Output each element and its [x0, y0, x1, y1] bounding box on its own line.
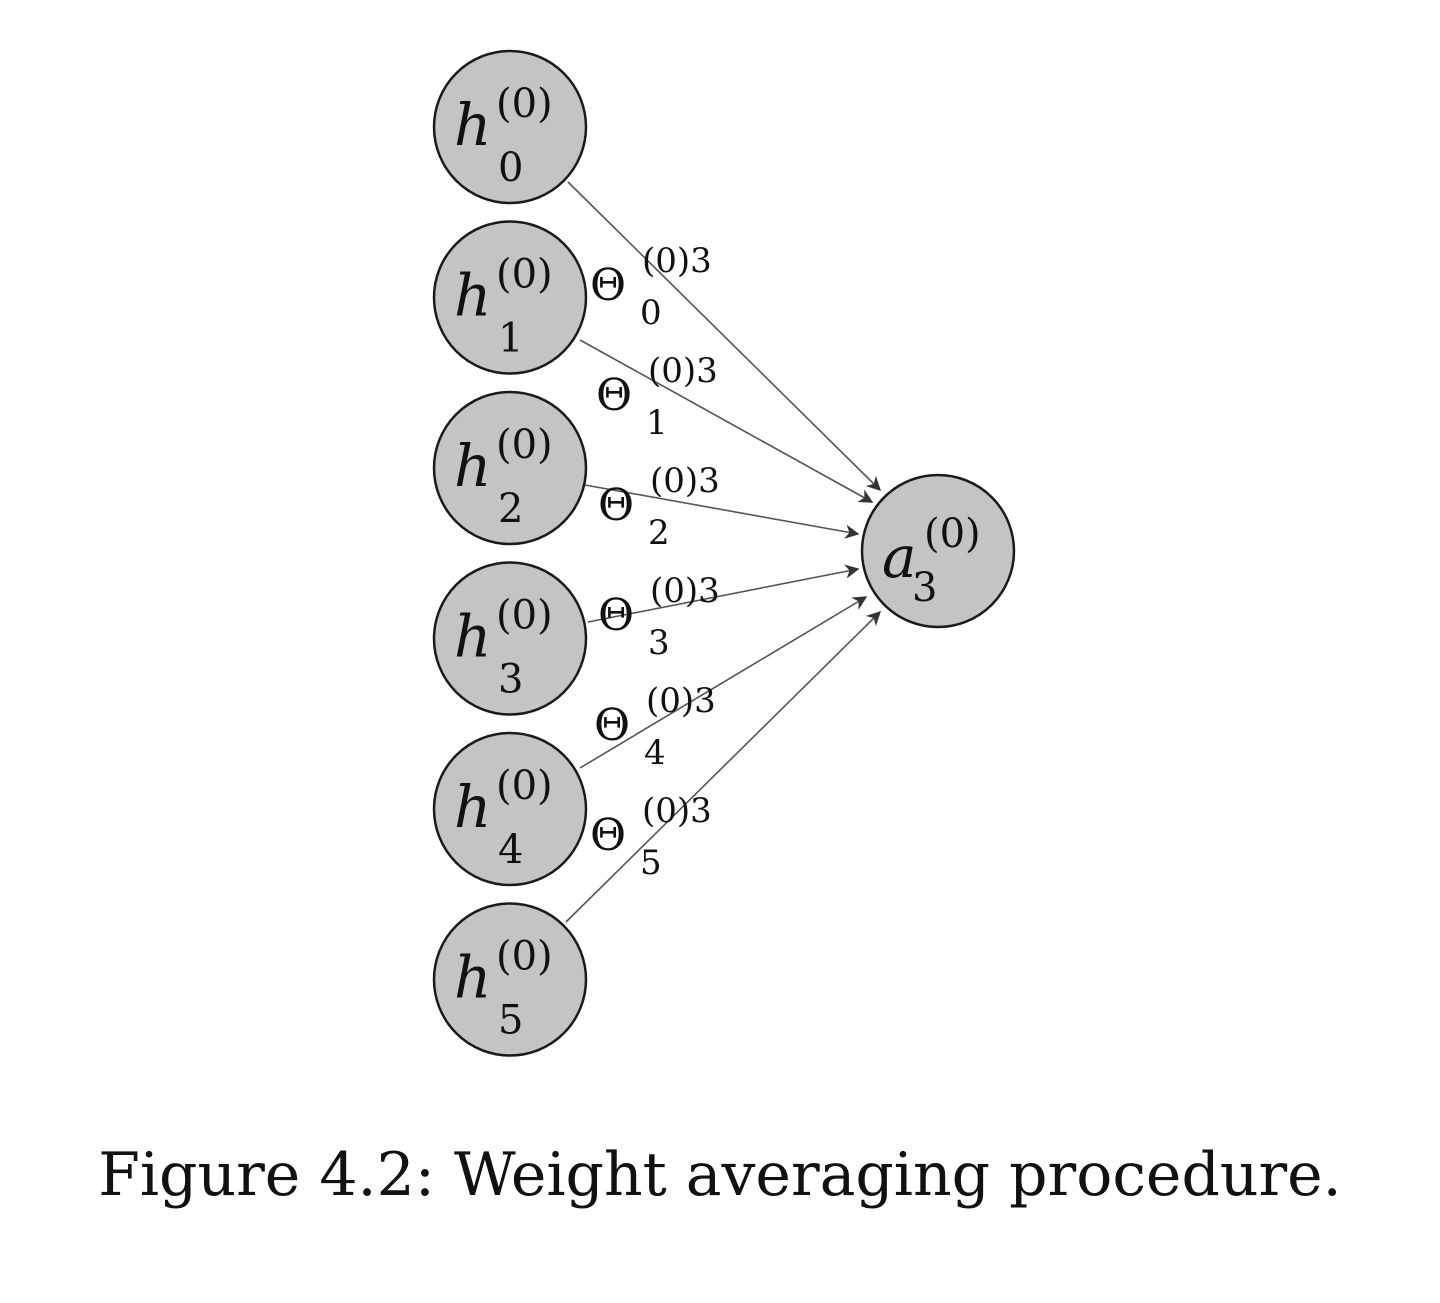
- output-node-subscript: 3: [912, 565, 937, 611]
- edge-2: [584, 484, 860, 539]
- nodes-layer: h (0)0h (0)1h (0)2h (0)3h (0)4h (0)5a (0)3: [432, 49, 1016, 1057]
- input-node-0-label-superscript: (0): [496, 81, 553, 127]
- input-node-2-label-symbol: h: [454, 432, 491, 500]
- input-node-0-subscript: 0: [498, 145, 523, 191]
- input-node-3-label: h (0): [454, 593, 553, 671]
- input-node-2-label-superscript: (0): [496, 422, 553, 468]
- input-node-5-label-symbol: h: [454, 944, 491, 1012]
- input-node-3-subscript: 3: [498, 657, 523, 703]
- edge-label-2-subscript: 2: [648, 513, 670, 553]
- edge-label-4-superscript: (0)3: [646, 681, 716, 721]
- input-node-2-circle: [432, 390, 588, 546]
- edge-label-1: Θ (0)3 1: [596, 351, 718, 443]
- input-node-4-label: h (0): [454, 763, 553, 841]
- input-node-5-label-superscript: (0): [496, 934, 553, 980]
- input-node-4: h (0)4: [432, 731, 588, 887]
- edge-3: [587, 564, 860, 623]
- edge-label-4-subscript: 4: [644, 733, 666, 773]
- edge-label-3: Θ (0)3 3: [598, 571, 720, 663]
- edge-label-5-superscript: (0)3: [642, 791, 712, 831]
- input-node-4-label-superscript: (0): [496, 763, 553, 809]
- edge-label-4: Θ (0)3 4: [594, 681, 716, 773]
- output-node-label: a (0): [882, 511, 981, 591]
- output-node-circle: [860, 473, 1016, 629]
- input-node-4-label-symbol: h: [454, 773, 491, 841]
- edge-label-4-symbol: Θ: [594, 700, 630, 751]
- edge-label-0: Θ (0)3 0: [590, 241, 712, 333]
- edge-5: [565, 610, 882, 923]
- edge-label-1-superscript: (0)3: [648, 351, 718, 391]
- edge-1: [579, 339, 874, 503]
- input-node-5-circle: [432, 902, 588, 1057]
- edge-4: [579, 596, 868, 769]
- input-node-5-subscript: 5: [498, 998, 523, 1044]
- input-node-4-subscript: 4: [498, 827, 523, 873]
- input-node-0-circle: [432, 49, 588, 205]
- input-node-3-label-symbol: h: [454, 603, 491, 671]
- input-node-1-label: h (0): [454, 252, 553, 330]
- input-node-4-circle: [432, 731, 588, 887]
- input-node-0-label-symbol: h: [454, 91, 491, 159]
- input-node-1-circle: [432, 220, 588, 375]
- output-node-label-superscript: (0): [924, 511, 981, 557]
- input-node-3-label-superscript: (0): [496, 593, 553, 639]
- edge-label-0-superscript: (0)3: [642, 241, 712, 281]
- edge-label-2-superscript: (0)3: [650, 461, 720, 501]
- edge-label-0-subscript: 0: [640, 293, 662, 333]
- edge-label-3-subscript: 3: [648, 623, 670, 663]
- edge-label-5-subscript: 5: [640, 843, 662, 883]
- edge-label-3-superscript: (0)3: [650, 571, 720, 611]
- edge-label-1-symbol: Θ: [596, 370, 632, 421]
- edge-label-2-symbol: Θ: [598, 480, 634, 531]
- input-node-1-label-symbol: h: [454, 262, 491, 330]
- input-node-2-label: h (0): [454, 422, 553, 500]
- edge-label-5-symbol: Θ: [590, 810, 626, 861]
- input-node-5: h (0)5: [432, 902, 588, 1057]
- input-node-1-label-superscript: (0): [496, 252, 553, 298]
- figure-caption: Figure 4.2: Weight averaging procedure.: [98, 1140, 1342, 1210]
- input-node-2: h (0)2: [432, 390, 588, 546]
- edge-label-5: Θ (0)3 5: [590, 791, 712, 883]
- input-node-0-label: h (0): [454, 81, 553, 159]
- input-node-3: h (0)3: [432, 561, 588, 716]
- output-node-label-symbol: a: [882, 523, 917, 591]
- edge-label-2: Θ (0)3 2: [598, 461, 720, 553]
- edge-label-3-symbol: Θ: [598, 590, 634, 641]
- input-node-1: h (0)1: [432, 220, 588, 375]
- input-node-5-label: h (0): [454, 934, 553, 1012]
- edges-layer: [565, 181, 882, 923]
- input-node-1-subscript: 1: [498, 316, 523, 362]
- input-node-2-subscript: 2: [498, 486, 523, 532]
- edge-label-0-symbol: Θ: [590, 260, 626, 311]
- input-node-0: h (0)0: [432, 49, 588, 205]
- edge-label-1-subscript: 1: [646, 403, 668, 443]
- edge-labels-layer: Θ (0)30Θ (0)31Θ (0)32Θ (0)33Θ (0)34Θ (0)35: [590, 241, 720, 883]
- input-node-3-circle: [432, 561, 588, 716]
- output-node: a (0)3: [860, 473, 1016, 629]
- edge-0: [567, 181, 882, 492]
